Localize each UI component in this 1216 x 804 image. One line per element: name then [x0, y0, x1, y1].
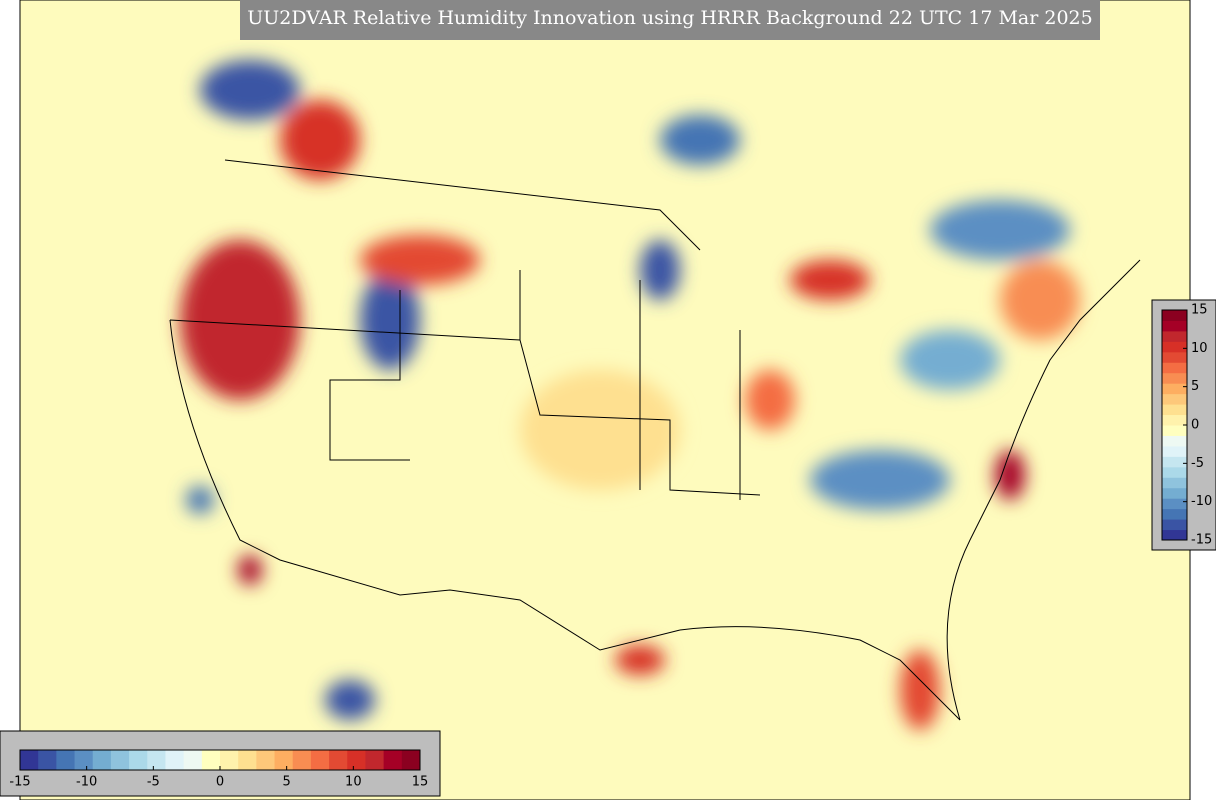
colorbar-segment	[1162, 330, 1187, 342]
colorbar-segment	[1162, 414, 1187, 426]
colorbar-segment	[292, 750, 312, 770]
colorbar-segment	[1162, 393, 1187, 405]
colorbar-segment	[147, 750, 166, 770]
colorbar-segment	[1162, 320, 1187, 332]
colorbar-segment	[56, 750, 76, 770]
colorbar-tick-label: -15	[9, 775, 30, 790]
title: UU2DVAR Relative Humidity Innovation usi…	[247, 7, 1092, 29]
colorbar-tick-label: 5	[283, 775, 291, 790]
title-box	[240, 0, 1100, 40]
colorbar-tick-label: 0	[216, 775, 224, 790]
colorbar-segment	[165, 750, 185, 770]
colorbar-tick-label: 15	[1191, 303, 1208, 318]
colorbar-tick-label: -15	[1191, 533, 1212, 548]
colorbar-tick-label: 0	[1191, 418, 1199, 433]
colorbar-segment	[1162, 529, 1187, 541]
colorbar-segment	[1162, 310, 1187, 321]
colorbar-segment	[1162, 456, 1187, 468]
innovation-field	[180, 60, 1080, 730]
colorbar-segment	[329, 750, 348, 770]
colorbar-segment	[110, 750, 130, 770]
colorbar-segment	[183, 750, 203, 770]
colorbar-segment	[1162, 425, 1187, 436]
colorbar-segment	[74, 750, 94, 770]
colorbar-segment	[256, 750, 276, 770]
colorbar-tick-label: -10	[76, 775, 97, 790]
colorbar-segment	[1162, 341, 1187, 353]
colorbar-tick-label: 10	[345, 775, 362, 790]
colorbar-tick-label: 5	[1191, 379, 1199, 394]
colorbar-segment	[1162, 362, 1187, 374]
colorbar-segment	[1162, 351, 1187, 363]
colorbar-tick-label: -10	[1191, 494, 1212, 509]
colorbar-segment	[1162, 508, 1187, 520]
colorbar-segment	[365, 750, 385, 770]
colorbar-segment	[1162, 435, 1187, 447]
colorbar-segment	[238, 750, 257, 770]
colorbar-segment	[220, 750, 239, 770]
colorbar-segment	[1162, 477, 1187, 489]
colorbar-segment	[1162, 372, 1187, 384]
boundaries	[169, 159, 1141, 721]
colorbar-segment	[1162, 519, 1187, 531]
colorbar-segment	[1162, 404, 1187, 416]
colorbar-segment	[383, 750, 403, 770]
colorbar-segment	[347, 750, 366, 770]
colorbar-segment	[92, 750, 112, 770]
colorbar-segment	[274, 750, 294, 770]
colorbar-segment	[310, 750, 330, 770]
colorbar-segment	[401, 750, 421, 770]
colorbar-segment	[1162, 498, 1187, 510]
colorbar-tick-label: -5	[1191, 456, 1204, 471]
colorbar-segment	[1162, 445, 1187, 457]
colorbar-segment	[20, 750, 39, 770]
colorbar-segment	[129, 750, 148, 770]
colorbar-segment	[1162, 487, 1187, 499]
colorbar-segment	[1162, 466, 1187, 478]
colorbar-segment	[1162, 383, 1187, 395]
colorbar-tick-label: -5	[147, 775, 160, 790]
colorbar-tick-label: 15	[412, 775, 429, 790]
colorbar-tick-label: 10	[1191, 341, 1208, 356]
colorbar-segment	[38, 750, 57, 770]
colorbar-segment	[201, 750, 221, 770]
